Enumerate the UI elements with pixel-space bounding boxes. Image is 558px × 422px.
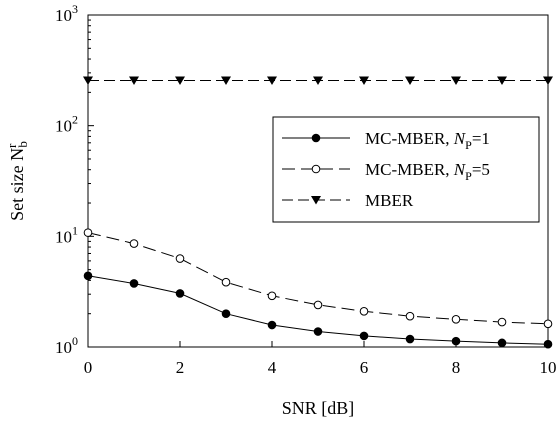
data-point <box>359 331 369 341</box>
data-point <box>83 76 93 85</box>
series-3 <box>83 76 553 85</box>
data-point <box>175 76 185 85</box>
data-point <box>267 76 277 85</box>
y-axis-title-sub: b <box>15 141 30 148</box>
data-point <box>405 334 415 344</box>
y-tick-label: 100 <box>55 334 78 357</box>
legend-item: MBER <box>282 191 414 210</box>
data-point <box>451 76 461 85</box>
data-point <box>497 317 507 327</box>
data-point <box>175 289 185 298</box>
y-axis-title-main: Set size N <box>7 148 27 221</box>
y-tick-label: 101 <box>55 223 78 246</box>
x-tick-label: 6 <box>360 358 369 377</box>
data-point <box>543 319 553 329</box>
data-point <box>311 164 321 174</box>
legend-label: MC-MBER, NP=1 <box>365 129 490 152</box>
x-tick-labels: 0 2 4 6 8 10 <box>84 358 557 377</box>
y-tick-labels: 100 101 102 103 <box>55 2 78 357</box>
series-line <box>87 232 549 325</box>
data-point <box>313 76 323 85</box>
data-point <box>83 271 93 281</box>
legend-label: MBER <box>365 191 414 210</box>
legend: MC-MBER, NP=1 MC-MBER, NP=5 MBER <box>272 116 540 223</box>
data-point <box>313 327 323 336</box>
data-point <box>313 300 323 310</box>
data-point <box>451 314 461 324</box>
x-tick-label: 8 <box>452 358 461 377</box>
data-point <box>83 228 93 237</box>
data-point <box>405 311 415 321</box>
data-point <box>497 338 507 348</box>
y-axis-title: Set size Nrb <box>4 141 30 221</box>
x-tick-label: 4 <box>268 358 277 377</box>
data-point <box>405 76 415 85</box>
y-axis-title-sup: r <box>4 143 19 148</box>
data-point <box>129 239 139 248</box>
data-point <box>359 307 369 316</box>
plot-frame <box>87 14 549 348</box>
data-point <box>221 277 231 287</box>
x-tick-label: 0 <box>84 358 93 377</box>
data-point <box>543 76 553 85</box>
series-2 <box>83 228 553 329</box>
legend-label: MC-MBER, NP=5 <box>365 160 490 183</box>
plot-area <box>87 14 549 348</box>
series-1 <box>83 271 553 349</box>
data-point <box>311 133 321 143</box>
x-axis-title: SNR [dB] <box>282 398 355 418</box>
x-tick-label: 2 <box>176 358 185 377</box>
data-point <box>221 309 231 318</box>
legend-item: MC-MBER, NP=1 <box>282 129 490 152</box>
data-point <box>311 196 321 205</box>
data-point <box>129 76 139 85</box>
x-tick-label: 10 <box>540 358 557 377</box>
data-point <box>497 76 507 85</box>
data-point <box>267 291 277 301</box>
data-point <box>543 339 553 349</box>
data-point <box>451 336 461 346</box>
legend-item: MC-MBER, NP=5 <box>282 160 490 183</box>
data-point <box>129 279 139 288</box>
data-point <box>267 320 277 330</box>
series-layer <box>83 76 553 349</box>
data-point <box>175 254 185 263</box>
y-tick-label: 102 <box>55 113 78 136</box>
y-tick-label: 103 <box>55 2 78 25</box>
data-point <box>359 76 369 85</box>
data-point <box>221 76 231 85</box>
